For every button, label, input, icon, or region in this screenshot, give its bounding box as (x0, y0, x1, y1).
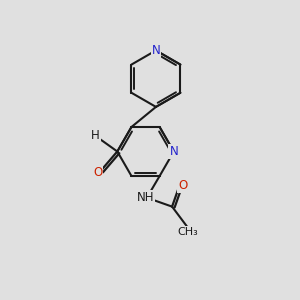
Text: NH: NH (136, 191, 154, 204)
Text: N: N (169, 145, 178, 158)
Text: O: O (178, 179, 188, 192)
Text: H: H (91, 129, 100, 142)
Text: N: N (152, 44, 160, 57)
Text: CH₃: CH₃ (178, 226, 199, 237)
Text: O: O (93, 166, 103, 179)
